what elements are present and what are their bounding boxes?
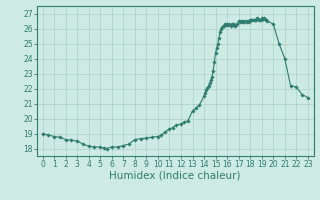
X-axis label: Humidex (Indice chaleur): Humidex (Indice chaleur) [109,171,241,181]
